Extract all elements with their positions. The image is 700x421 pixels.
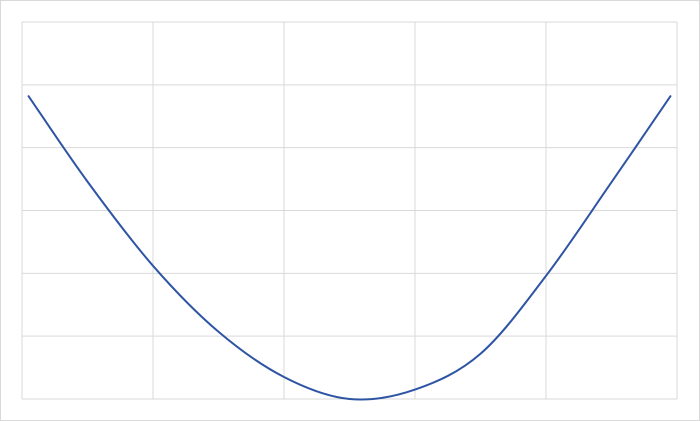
grid-lines [21, 21, 678, 400]
series-line-1 [27, 95, 672, 401]
series-layer [27, 95, 672, 401]
